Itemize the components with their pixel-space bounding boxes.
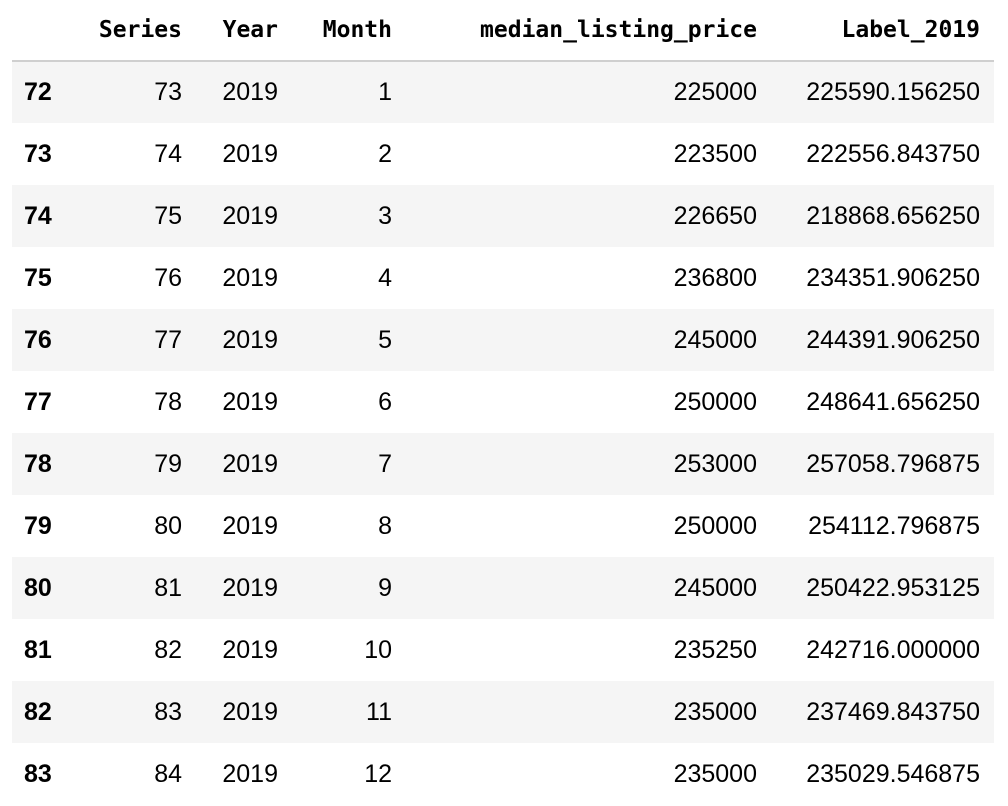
row-index: 79 — [24, 511, 52, 540]
cell-series: 83 — [154, 697, 182, 726]
cell-year: 2019 — [222, 449, 278, 478]
cell-series: 77 — [154, 325, 182, 354]
cell-median-listing-price: 250000 — [673, 511, 757, 540]
cell-label-2019: 244391.906250 — [806, 325, 980, 354]
cell-median-listing-price: 226650 — [673, 201, 757, 230]
cell-label-2019: 235029.546875 — [806, 759, 980, 788]
table-row: 75 76 2019 4 236800 234351.906250 — [12, 247, 994, 309]
cell-month: 1 — [378, 78, 392, 106]
cell-median-listing-price: 235000 — [673, 697, 757, 726]
cell-month: 11 — [366, 697, 392, 726]
cell-label-2019: 237469.843750 — [806, 697, 980, 726]
cell-series: 78 — [154, 387, 182, 416]
dataframe-table: Series Year Month median_listing_price L… — [12, 0, 994, 805]
cell-series: 75 — [154, 201, 182, 230]
table-header: Series Year Month median_listing_price L… — [12, 0, 994, 62]
cell-label-2019: 257058.796875 — [806, 449, 980, 478]
cell-month: 10 — [364, 635, 392, 664]
row-index: 83 — [24, 759, 52, 788]
cell-month: 3 — [378, 201, 392, 230]
cell-month: 12 — [364, 759, 392, 788]
cell-series: 80 — [154, 511, 182, 540]
row-index: 76 — [24, 325, 52, 354]
cell-label-2019: 254112.796875 — [808, 511, 980, 540]
dataframe-output: Series Year Month median_listing_price L… — [12, 0, 994, 805]
cell-year: 2019 — [222, 78, 278, 106]
cell-year: 2019 — [222, 139, 278, 168]
cell-label-2019: 225590.156250 — [806, 78, 980, 106]
cell-year: 2019 — [222, 387, 278, 416]
cell-median-listing-price: 225000 — [673, 78, 757, 106]
table-body: 72 73 2019 1 225000 225590.156250 73 74 2019 2 223… — [12, 61, 994, 805]
cell-month: 9 — [378, 573, 392, 602]
row-index: 82 — [24, 697, 52, 726]
cell-series: 79 — [154, 449, 182, 478]
column-header-year: Year — [196, 0, 292, 62]
cell-label-2019: 250422.953125 — [806, 573, 980, 602]
cell-year: 2019 — [222, 573, 278, 602]
cell-median-listing-price: 235250 — [673, 635, 757, 664]
table-row: 73 74 2019 2 223500 222556.843750 — [12, 123, 994, 185]
table-row: 74 75 2019 3 226650 218868.656250 — [12, 185, 994, 247]
cell-median-listing-price: 250000 — [673, 387, 757, 416]
cell-label-2019: 218868.656250 — [806, 201, 980, 230]
cell-year: 2019 — [222, 325, 278, 354]
row-index: 80 — [24, 573, 52, 602]
cell-month: 8 — [378, 511, 392, 540]
cell-median-listing-price: 245000 — [673, 325, 757, 354]
table-row: 72 73 2019 1 225000 225590.156250 — [12, 61, 994, 123]
cell-label-2019: 234351.906250 — [806, 263, 980, 292]
cell-label-2019: 248641.656250 — [806, 387, 980, 416]
cell-label-2019: 242716.000000 — [806, 635, 980, 664]
cell-year: 2019 — [222, 511, 278, 540]
row-index: 72 — [24, 78, 52, 106]
table-row: 76 77 2019 5 245000 244391.906250 — [12, 309, 994, 371]
cell-month: 4 — [378, 263, 392, 292]
cell-year: 2019 — [222, 759, 278, 788]
table-row: 77 78 2019 6 250000 248641.656250 — [12, 371, 994, 433]
cell-series: 74 — [154, 139, 182, 168]
cell-month: 2 — [378, 139, 392, 168]
cell-month: 6 — [378, 387, 392, 416]
cell-series: 76 — [154, 263, 182, 292]
column-header-label-2019: Label_2019 — [771, 0, 994, 62]
cell-series: 73 — [154, 78, 182, 106]
cell-series: 81 — [154, 573, 182, 602]
column-header-month: Month — [292, 0, 406, 62]
table-row: 78 79 2019 7 253000 257058.796875 — [12, 433, 994, 495]
cell-median-listing-price: 235000 — [673, 759, 757, 788]
cell-year: 2019 — [222, 635, 278, 664]
cell-label-2019: 222556.843750 — [806, 139, 980, 168]
index-header — [12, 0, 80, 62]
row-index: 77 — [24, 387, 52, 416]
row-index: 73 — [24, 139, 52, 168]
cell-median-listing-price: 236800 — [673, 263, 757, 292]
table-row: 79 80 2019 8 250000 254112.796875 — [12, 495, 994, 557]
column-header-series: Series — [80, 0, 196, 62]
table-row: 83 84 2019 12 235000 235029.546875 — [12, 743, 994, 805]
cell-year: 2019 — [222, 697, 278, 726]
table-row: 81 82 2019 10 235250 242716.000000 — [12, 619, 994, 681]
header-row: Series Year Month median_listing_price L… — [12, 0, 994, 62]
cell-series: 84 — [154, 759, 182, 788]
cell-median-listing-price: 253000 — [673, 449, 757, 478]
row-index: 81 — [24, 635, 52, 664]
table-row: 80 81 2019 9 245000 250422.953125 — [12, 557, 994, 619]
row-index: 78 — [24, 449, 52, 478]
table-row: 82 83 2019 11 235000 237469.843750 — [12, 681, 994, 743]
cell-month: 7 — [378, 449, 392, 478]
cell-year: 2019 — [222, 201, 278, 230]
cell-median-listing-price: 245000 — [673, 573, 757, 602]
row-index: 75 — [24, 263, 52, 292]
cell-month: 5 — [378, 325, 392, 354]
cell-median-listing-price: 223500 — [673, 139, 757, 168]
row-index: 74 — [24, 201, 52, 230]
cell-year: 2019 — [222, 263, 278, 292]
column-header-median-listing-price: median_listing_price — [406, 0, 771, 62]
cell-series: 82 — [154, 635, 182, 664]
